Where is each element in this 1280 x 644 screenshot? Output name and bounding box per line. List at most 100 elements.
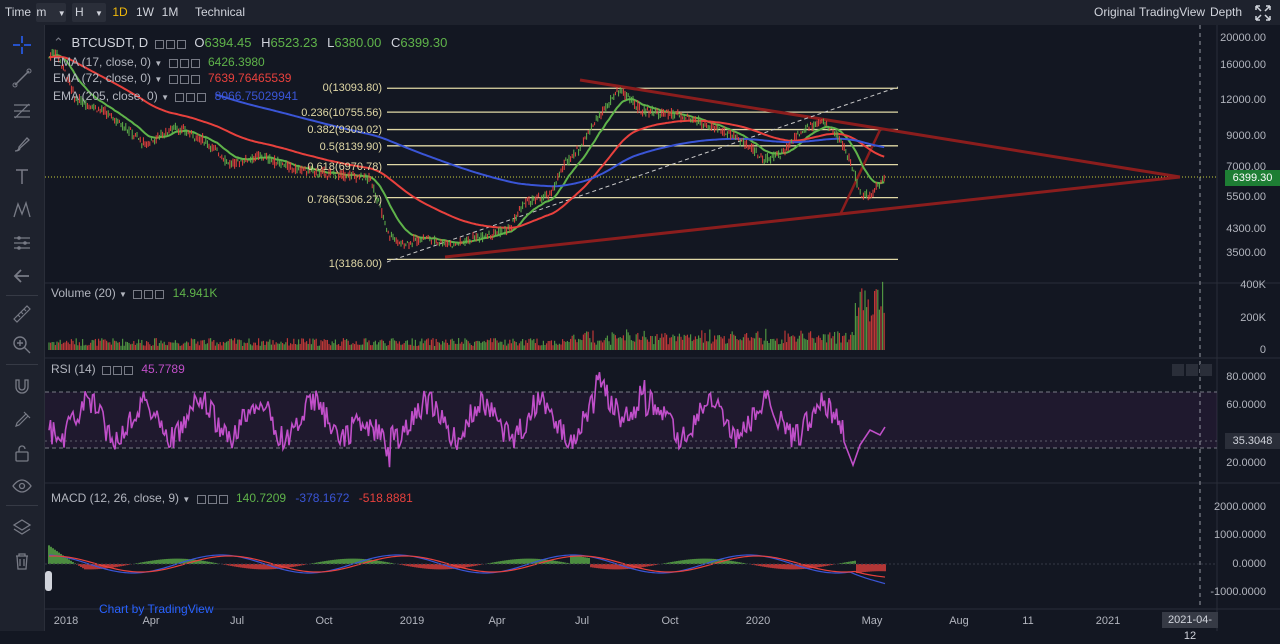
volume-bar	[462, 343, 464, 350]
volume-bar	[653, 344, 655, 350]
close-icon[interactable]	[176, 40, 186, 50]
visibility-icon[interactable]	[168, 75, 178, 85]
volume-bar	[222, 341, 224, 350]
legend-menu-icon[interactable]: ▼	[119, 290, 127, 299]
arrow-left-icon[interactable]	[10, 264, 34, 288]
zoom-in-icon[interactable]	[10, 333, 34, 357]
pane-close-icon[interactable]	[1200, 364, 1212, 376]
volume-bar	[90, 342, 92, 350]
macd-line	[48, 554, 886, 585]
magnet-icon[interactable]	[10, 375, 34, 399]
volume-bar	[768, 342, 770, 350]
volume-bar	[256, 345, 258, 350]
time-axis-label: Apr	[488, 615, 506, 627]
fullscreen-icon[interactable]	[1255, 5, 1271, 21]
volume-bar	[683, 334, 685, 350]
settings-icon[interactable]	[144, 290, 154, 300]
volume-bar	[395, 341, 397, 350]
trash-icon[interactable]	[10, 549, 34, 573]
pane-up-icon[interactable]	[1172, 364, 1184, 376]
volume-bar	[566, 340, 568, 350]
volume-bar	[475, 340, 477, 350]
trend-line-icon[interactable]	[10, 66, 34, 90]
text-tool-icon[interactable]	[10, 165, 34, 189]
visibility-icon[interactable]	[133, 290, 143, 300]
volume-bar	[354, 344, 356, 350]
interval-1w[interactable]: 1W	[136, 5, 154, 19]
settings-icon[interactable]	[186, 93, 196, 103]
brush-icon[interactable]	[10, 132, 34, 156]
visibility-icon[interactable]	[196, 495, 206, 505]
settings-icon[interactable]	[165, 40, 175, 50]
view-depth[interactable]: Depth	[1210, 5, 1243, 19]
chart-canvas[interactable]	[45, 25, 1280, 631]
close-icon[interactable]	[124, 366, 134, 376]
time-axis-label: May	[861, 615, 883, 627]
interval-minute-dropdown[interactable]: m ▼	[36, 3, 66, 22]
interval-1d[interactable]: 1D	[112, 5, 128, 19]
volume-bar	[714, 335, 716, 350]
tradingview-watermark[interactable]: Chart by TradingView	[99, 602, 214, 616]
volume-bar	[784, 330, 786, 350]
scroll-handle[interactable]	[45, 571, 52, 591]
volume-bar	[360, 344, 362, 350]
volume-bar	[413, 345, 415, 350]
fib-retracement-icon[interactable]	[10, 99, 34, 123]
volume-bar	[254, 342, 256, 350]
legend-menu-icon[interactable]: ▼	[154, 59, 163, 68]
close-icon[interactable]	[190, 59, 200, 69]
view-original[interactable]: Original	[1094, 5, 1136, 19]
volume-bar	[882, 281, 884, 350]
volume-bar	[664, 333, 666, 350]
legend-menu-icon[interactable]: ▼	[161, 93, 169, 102]
eye-icon[interactable]	[10, 474, 34, 498]
volume-bar	[242, 345, 244, 350]
volume-bar	[627, 332, 629, 350]
collapse-chevron-icon[interactable]: ⌃	[53, 35, 64, 50]
visibility-icon[interactable]	[168, 59, 178, 69]
crosshair-icon[interactable]	[10, 33, 34, 57]
ruler-icon[interactable]	[10, 302, 34, 326]
close-icon[interactable]	[155, 290, 165, 300]
volume-bar	[706, 341, 708, 350]
close-icon[interactable]	[218, 495, 228, 505]
legend-menu-icon[interactable]: ▼	[154, 75, 163, 84]
time-axis-label: 11	[1022, 615, 1034, 627]
layers-icon[interactable]	[10, 516, 34, 540]
time-axis-label: Oct	[661, 615, 679, 627]
interval-hour-dropdown[interactable]: H ▼	[72, 3, 106, 22]
volume-bar	[443, 342, 445, 350]
volume-bar	[229, 339, 231, 350]
volume-bar	[74, 344, 76, 350]
volume-bar	[181, 345, 183, 350]
settings-icon[interactable]	[207, 495, 217, 505]
volume-bar	[472, 345, 474, 350]
volume-bar	[274, 344, 276, 350]
visibility-icon[interactable]	[175, 93, 185, 103]
pattern-icon[interactable]	[10, 198, 34, 222]
pane-down-icon[interactable]	[1186, 364, 1198, 376]
close-icon[interactable]	[197, 93, 207, 103]
settings-icon[interactable]	[179, 75, 189, 85]
technical-indicators-button[interactable]: Technical Ind	[194, 5, 246, 38]
settings-icon[interactable]	[179, 59, 189, 69]
lock-icon[interactable]	[10, 441, 34, 465]
volume-bar	[670, 337, 672, 350]
volume-bar	[136, 343, 138, 350]
volume-bar	[698, 335, 700, 350]
view-tradingview[interactable]: TradingView	[1139, 5, 1206, 19]
interval-time[interactable]: Time	[4, 5, 32, 19]
close-icon[interactable]	[190, 75, 200, 85]
price-axis-label: 12000.00	[1220, 94, 1266, 106]
interval-1m[interactable]: 1M	[161, 5, 179, 19]
settings-icon[interactable]	[113, 366, 123, 376]
prediction-icon[interactable]	[10, 231, 34, 255]
stay-in-drawing-icon[interactable]	[10, 408, 34, 432]
visibility-icon[interactable]	[154, 40, 164, 50]
chart-area[interactable]: ⌃ BTCUSDT, D O6394.45 H6523.23 L6380.00 …	[45, 25, 1280, 642]
volume-label: Volume (20)	[51, 286, 116, 300]
visibility-icon[interactable]	[102, 366, 112, 376]
volume-bar	[146, 341, 148, 350]
legend-menu-icon[interactable]: ▼	[182, 495, 191, 504]
volume-bar	[781, 339, 783, 350]
